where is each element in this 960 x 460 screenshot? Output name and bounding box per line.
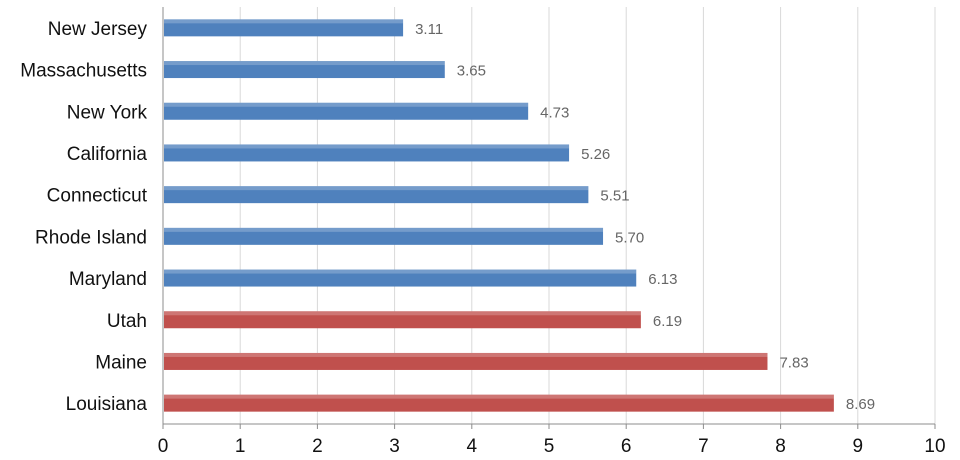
category-label: Maryland bbox=[69, 269, 147, 290]
x-tick-label: 0 bbox=[158, 436, 169, 457]
x-tick-label: 10 bbox=[924, 436, 945, 457]
category-label: Massachusetts bbox=[20, 61, 147, 82]
data-label: 3.11 bbox=[415, 21, 443, 38]
x-tick-label: 9 bbox=[853, 436, 864, 457]
bar bbox=[164, 352, 768, 370]
x-tick-label: 8 bbox=[775, 436, 786, 457]
bar-highlight bbox=[164, 269, 637, 274]
x-tick-label: 3 bbox=[389, 436, 400, 457]
bar bbox=[164, 144, 570, 162]
data-label: 5.26 bbox=[581, 146, 610, 163]
bar-highlight bbox=[164, 352, 768, 357]
data-label: 8.69 bbox=[846, 396, 875, 413]
data-label: 5.70 bbox=[615, 229, 644, 246]
x-tick-label: 7 bbox=[698, 436, 709, 457]
category-label: Utah bbox=[107, 311, 147, 332]
category-label: Louisiana bbox=[66, 394, 148, 415]
bar-highlight bbox=[164, 19, 404, 24]
bar-highlight bbox=[164, 227, 604, 232]
category-label: Maine bbox=[95, 352, 147, 373]
category-label: California bbox=[67, 144, 148, 165]
category-labels: New Jersey Massachusetts New York Californi… bbox=[20, 19, 147, 415]
bar bbox=[164, 227, 604, 245]
bar bbox=[164, 61, 445, 79]
bar bbox=[164, 102, 529, 120]
x-tick-label: 5 bbox=[544, 436, 555, 457]
bar bbox=[164, 269, 637, 287]
bar bbox=[164, 394, 834, 412]
bar-highlight bbox=[164, 144, 570, 149]
bar-highlight bbox=[164, 394, 834, 399]
value-labels: 3.11 3.65 4.73 5.26 5.51 5.70 6.13 6.19 7.83 8.69 bbox=[415, 21, 875, 413]
category-label: Connecticut bbox=[47, 186, 148, 207]
bar bbox=[164, 186, 589, 204]
data-label: 4.73 bbox=[540, 104, 569, 121]
x-tick-label: 6 bbox=[621, 436, 632, 457]
category-label: New York bbox=[67, 102, 148, 123]
data-label: 6.13 bbox=[648, 271, 677, 288]
x-tick-label: 4 bbox=[467, 436, 478, 457]
bar-highlight bbox=[164, 311, 641, 316]
bar-highlight bbox=[164, 61, 445, 66]
bar bbox=[164, 311, 641, 329]
data-label: 3.65 bbox=[457, 63, 486, 80]
bar-highlight bbox=[164, 186, 589, 191]
x-tick-label: 2 bbox=[312, 436, 323, 457]
category-label: Rhode Island bbox=[35, 227, 147, 248]
data-label: 5.51 bbox=[600, 188, 629, 205]
bar bbox=[164, 19, 404, 37]
bar-highlight bbox=[164, 102, 529, 107]
x-tick-label: 1 bbox=[235, 436, 246, 457]
data-label: 6.19 bbox=[653, 313, 682, 330]
x-axis: 0 1 2 3 4 5 6 7 8 9 10 bbox=[158, 7, 946, 457]
bars bbox=[164, 19, 834, 412]
data-label: 7.83 bbox=[779, 354, 808, 371]
category-label: New Jersey bbox=[48, 19, 148, 40]
